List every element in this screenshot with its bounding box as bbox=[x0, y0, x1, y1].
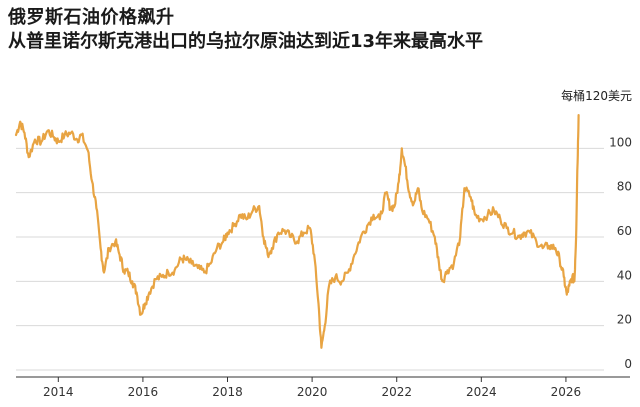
y-tick-label: 80 bbox=[617, 180, 632, 194]
y-tick-label: 0 bbox=[624, 357, 632, 371]
y-tick-label: 60 bbox=[617, 224, 632, 238]
chart-title: 俄罗斯石油价格飙升 bbox=[8, 7, 175, 28]
gridlines bbox=[16, 147, 604, 371]
chart-subtitle: 从普里诺尔斯克港出口的乌拉尔原油达到近13年来最高水平 bbox=[8, 31, 484, 52]
x-axis: 2014 2016 2018 2020 2022 2024 2026 bbox=[16, 376, 630, 399]
x-tick-label: 2014 bbox=[43, 385, 74, 399]
x-tick-label: 2024 bbox=[466, 385, 497, 399]
y-tick-label: 100 bbox=[609, 135, 632, 149]
x-tick-label: 2026 bbox=[551, 385, 582, 399]
y-unit-label: 每桶120美元 bbox=[561, 89, 632, 103]
x-tick-label: 2022 bbox=[381, 385, 412, 399]
y-axis: 0 20 40 60 80 100 bbox=[609, 135, 632, 371]
y-tick-label: 20 bbox=[617, 313, 632, 327]
x-tick-label: 2020 bbox=[297, 385, 328, 399]
x-tick-label: 2016 bbox=[128, 385, 159, 399]
series-line bbox=[14, 113, 580, 349]
y-tick-label: 40 bbox=[617, 268, 632, 282]
x-tick-label: 2018 bbox=[212, 385, 243, 399]
plot-area bbox=[14, 113, 580, 349]
